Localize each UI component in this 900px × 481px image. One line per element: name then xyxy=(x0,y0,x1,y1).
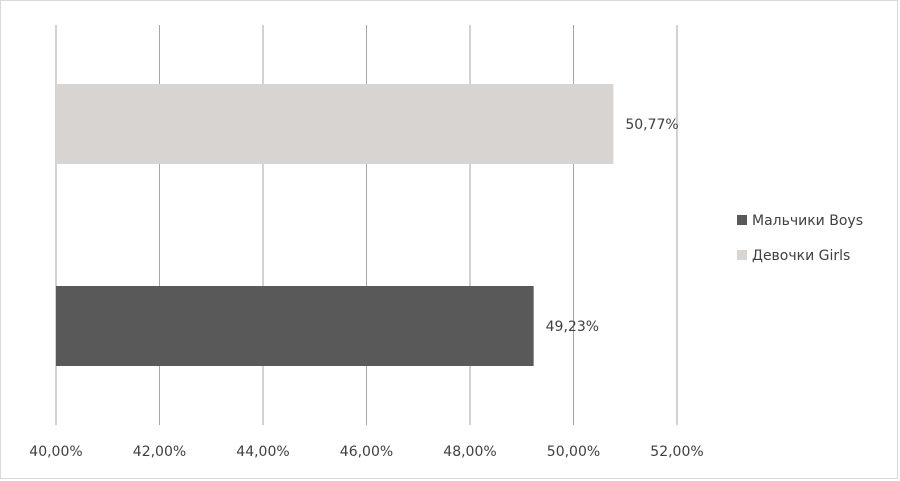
x-tick-label: 40,00% xyxy=(29,444,82,460)
value-label: 50,77% xyxy=(625,117,678,133)
value-label: 49,23% xyxy=(546,319,599,335)
x-tick-label: 46,00% xyxy=(340,444,393,460)
legend-swatch xyxy=(737,250,747,260)
x-tick-label: 48,00% xyxy=(443,444,496,460)
x-tick-label: 52,00% xyxy=(650,444,703,460)
bar xyxy=(56,84,614,164)
legend-label: Мальчики Boys xyxy=(752,213,863,229)
x-tick-label: 50,00% xyxy=(547,444,600,460)
x-tick-label: 44,00% xyxy=(236,444,289,460)
legend-label: Девочки Girls xyxy=(752,248,850,264)
legend-swatch xyxy=(737,215,747,225)
x-tick-label: 42,00% xyxy=(133,444,186,460)
bar xyxy=(56,286,534,366)
